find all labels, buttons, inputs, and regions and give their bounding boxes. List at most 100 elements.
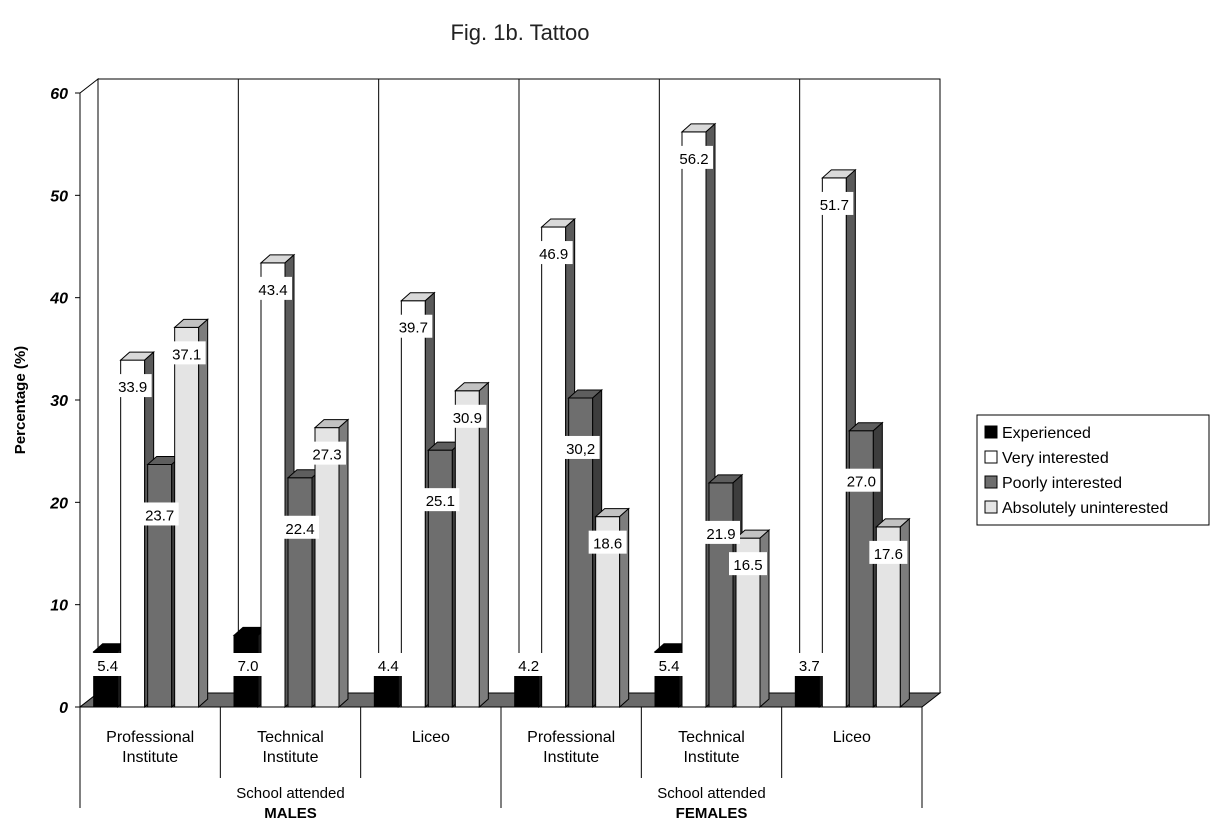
bar-front: [260, 262, 286, 708]
data-label-text: 7.0: [238, 658, 259, 675]
bar-front: [821, 177, 847, 708]
legend-swatch: [984, 425, 998, 439]
data-label-text: 4.4: [378, 658, 399, 675]
y-tick-label: 30: [50, 393, 68, 410]
data-label: 3.7: [790, 653, 829, 676]
data-label-text: 5.4: [659, 658, 680, 675]
legend: Experienced Very interested Poorly interes…: [976, 414, 1210, 526]
y-tick-label: 50: [50, 188, 68, 205]
data-label: 7.0: [229, 653, 267, 676]
x-tick-label: Institute: [262, 749, 318, 766]
y-tick-label: 20: [49, 495, 68, 512]
data-label-bg: [842, 468, 881, 492]
data-label: 46.9: [534, 241, 573, 265]
data-label-bg: [369, 653, 408, 676]
data-label-bg: [650, 653, 688, 676]
bar-side: [619, 507, 630, 709]
data-label-text: 5.4: [97, 658, 118, 675]
data-label-text: 21.9: [706, 526, 735, 543]
x-tick-label: Professional: [527, 729, 615, 746]
data-label-text: 25.1: [426, 493, 455, 510]
bar-front: [147, 463, 173, 708]
data-label-text: 22.4: [285, 521, 314, 538]
bar: [173, 318, 209, 709]
y-axis-label: Percentage (%): [12, 346, 29, 454]
x-tick-label: Institute: [543, 749, 599, 766]
data-label: 25.1: [421, 488, 460, 512]
data-label: 33.9: [113, 374, 152, 398]
data-label-text: 46.9: [539, 246, 568, 263]
data-label-bg: [421, 488, 460, 512]
data-label-text: 43.4: [258, 282, 287, 299]
y-tick-label: 60: [50, 86, 68, 103]
data-label: 30,2: [561, 435, 600, 459]
data-label-bg: [790, 653, 829, 676]
y-tick-label: 40: [49, 291, 68, 308]
group-label-bold: FEMALES: [676, 805, 748, 822]
data-label-bg: [254, 276, 292, 300]
data-label: 27.0: [842, 468, 881, 492]
x-tick-label: Institute: [122, 749, 178, 766]
data-label: 51.7: [815, 191, 854, 215]
data-label-text: 30,2: [566, 441, 595, 458]
x-tick-label: Professional: [106, 729, 194, 746]
data-label: 23.7: [140, 502, 179, 526]
data-label: 17.6: [869, 540, 908, 564]
bar-front: [314, 427, 340, 708]
data-label-bg: [588, 530, 627, 554]
bar: [313, 418, 350, 709]
bar-front: [454, 390, 480, 708]
legend-swatch: [984, 500, 998, 514]
data-label: 4.4: [369, 653, 408, 676]
data-label-bg: [702, 520, 740, 544]
data-label-bg: [140, 502, 179, 526]
data-label-text: 30.9: [453, 410, 482, 427]
legend-box: [976, 414, 1210, 526]
bar-side: [198, 318, 209, 709]
data-label-text: 37.1: [172, 346, 201, 363]
data-label-bg: [281, 515, 319, 539]
legend-label: Poorly interested: [1002, 475, 1122, 492]
data-label-text: 27.0: [847, 474, 876, 491]
legend-swatch: [984, 475, 998, 489]
data-label-text: 4.2: [518, 658, 539, 675]
data-label-bg: [308, 441, 346, 465]
bar-front: [681, 131, 707, 708]
data-label-bg: [869, 540, 908, 564]
x-tick-label: Liceo: [412, 729, 450, 746]
data-label-bg: [675, 145, 713, 169]
data-label: 21.9: [702, 520, 740, 544]
data-label-text: 3.7: [799, 658, 820, 675]
chart-title: Fig. 1b. Tattoo: [450, 20, 589, 45]
data-label-bg: [509, 653, 548, 676]
y-tick-label: 10: [50, 598, 68, 615]
data-label-bg: [167, 341, 206, 365]
bar-side: [478, 381, 489, 709]
data-label-bg: [88, 653, 127, 676]
data-label-bg: [448, 404, 487, 428]
bar-front: [120, 359, 146, 708]
legend-label: Experienced: [1002, 425, 1091, 442]
x-tick-label: Institute: [683, 749, 739, 766]
data-label: 16.5: [729, 552, 767, 576]
bar-front: [708, 482, 734, 708]
data-label: 4.2: [509, 653, 548, 676]
legend-swatch: [984, 450, 998, 464]
data-label-bg: [729, 552, 767, 576]
data-label-bg: [815, 191, 854, 215]
legend-label: Absolutely uninterested: [1002, 500, 1168, 517]
data-label-bg: [229, 653, 267, 676]
data-label-text: 17.6: [874, 546, 903, 563]
x-tick-label: Liceo: [833, 729, 871, 746]
data-label-text: 51.7: [820, 197, 849, 214]
bar: [454, 381, 490, 709]
bar-front: [541, 226, 567, 708]
group-label: School attended: [657, 785, 765, 802]
data-label-text: 16.5: [733, 557, 762, 574]
x-tick-label: Technical: [257, 729, 324, 746]
data-label-bg: [113, 374, 152, 398]
data-label: 22.4: [281, 515, 319, 539]
bar-front: [287, 477, 313, 708]
data-label-text: 56.2: [679, 151, 708, 168]
